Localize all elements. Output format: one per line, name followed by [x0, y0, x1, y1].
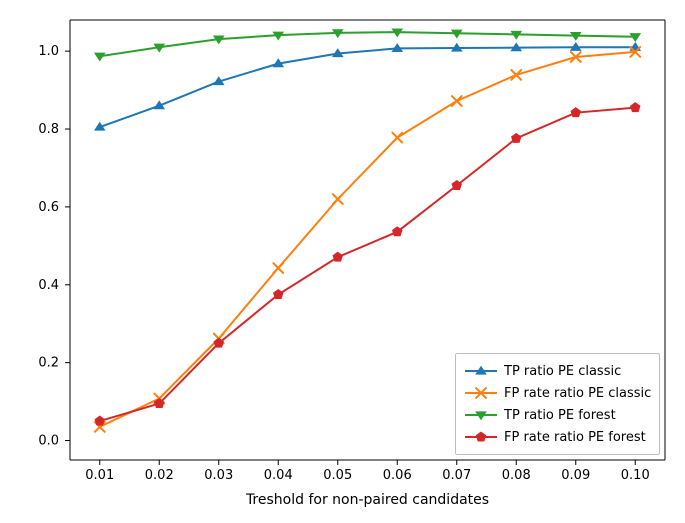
- svg-text:0.8: 0.8: [38, 122, 59, 137]
- svg-text:0.6: 0.6: [38, 200, 59, 215]
- chart-container: 0.01 0.02 0.03 0.04 0.05 0.06 0.07 0.08 0.09 0.10…: [0, 0, 685, 523]
- svg-text:0.10: 0.10: [621, 468, 650, 483]
- svg-text:0.2: 0.2: [38, 356, 59, 371]
- legend-swatch-fp_forest: [464, 428, 498, 446]
- legend-label-tp_classic: TP ratio PE classic: [504, 364, 621, 379]
- legend-row-tp_forest: TP ratio PE forest: [464, 404, 651, 426]
- svg-text:1.0: 1.0: [38, 44, 59, 59]
- legend-row-fp_forest: FP rate ratio PE forest: [464, 426, 651, 448]
- legend-label-fp_classic: FP rate ratio PE classic: [504, 386, 651, 401]
- svg-text:0.0: 0.0: [38, 434, 59, 449]
- legend-swatch-tp_forest: [464, 406, 498, 424]
- legend-swatch-tp_classic: [464, 362, 498, 380]
- legend: TP ratio PE classic FP rate ratio PE clas…: [455, 353, 660, 455]
- svg-text:0.08: 0.08: [502, 468, 531, 483]
- svg-text:0.04: 0.04: [264, 468, 293, 483]
- svg-text:0.4: 0.4: [38, 278, 59, 293]
- svg-text:0.02: 0.02: [145, 468, 174, 483]
- svg-text:0.03: 0.03: [204, 468, 233, 483]
- legend-row-tp_classic: TP ratio PE classic: [464, 360, 651, 382]
- svg-text:0.06: 0.06: [383, 468, 412, 483]
- legend-swatch-fp_classic: [464, 384, 498, 402]
- legend-label-fp_forest: FP rate ratio PE forest: [504, 430, 646, 445]
- x-axis-label: Treshold for non-paired candidates: [228, 492, 508, 508]
- svg-text:0.09: 0.09: [561, 468, 590, 483]
- svg-text:0.05: 0.05: [323, 468, 352, 483]
- svg-text:0.07: 0.07: [442, 468, 471, 483]
- legend-label-tp_forest: TP ratio PE forest: [504, 408, 616, 423]
- legend-row-fp_classic: FP rate ratio PE classic: [464, 382, 651, 404]
- svg-text:0.01: 0.01: [85, 468, 114, 483]
